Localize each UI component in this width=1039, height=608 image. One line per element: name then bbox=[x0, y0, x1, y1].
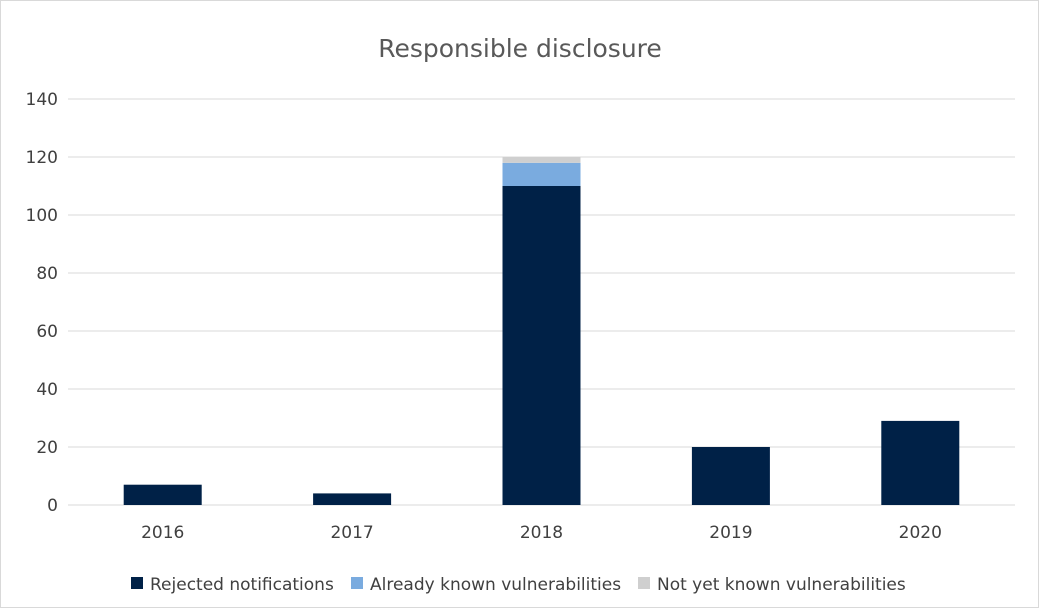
legend-swatch-2 bbox=[638, 577, 650, 589]
bar-2018-series-0 bbox=[502, 186, 581, 505]
bar-2017-series-0 bbox=[313, 493, 392, 505]
y-tick-label: 20 bbox=[36, 438, 58, 458]
bar-2018-series-1 bbox=[502, 162, 581, 186]
y-tick-label: 100 bbox=[26, 206, 58, 226]
bar-2020-series-0 bbox=[881, 420, 960, 505]
x-axis-ticks: 2016 2017 2018 2019 2020 bbox=[141, 523, 942, 543]
x-tick-label: 2019 bbox=[709, 523, 752, 543]
bar-2018-series-2 bbox=[502, 157, 581, 163]
y-tick-label: 80 bbox=[36, 264, 58, 284]
y-tick-label: 140 bbox=[26, 90, 58, 110]
legend-swatch-1 bbox=[351, 577, 363, 589]
bar-2016-series-0 bbox=[123, 484, 202, 505]
legend-swatch-0 bbox=[131, 577, 143, 589]
legend-label-2: Not yet known vulnerabilities bbox=[657, 575, 906, 595]
x-tick-label: 2020 bbox=[899, 523, 942, 543]
y-tick-label: 0 bbox=[47, 496, 58, 516]
chart-title: Responsible disclosure bbox=[378, 34, 662, 63]
y-tick-label: 40 bbox=[36, 380, 58, 400]
x-tick-label: 2016 bbox=[141, 523, 184, 543]
legend-label-1: Already known vulnerabilities bbox=[370, 575, 621, 595]
legend-label-0: Rejected notifications bbox=[150, 575, 334, 595]
y-tick-label: 60 bbox=[36, 322, 58, 342]
x-tick-label: 2018 bbox=[520, 523, 563, 543]
bar-2019-series-0 bbox=[691, 447, 770, 505]
y-axis-ticks: 0 20 40 60 80 100 120 140 bbox=[26, 90, 58, 516]
y-tick-label: 120 bbox=[26, 148, 58, 168]
x-tick-label: 2017 bbox=[330, 523, 373, 543]
legend: Rejected notifications Already known vuln… bbox=[131, 575, 906, 595]
bars bbox=[123, 157, 960, 505]
